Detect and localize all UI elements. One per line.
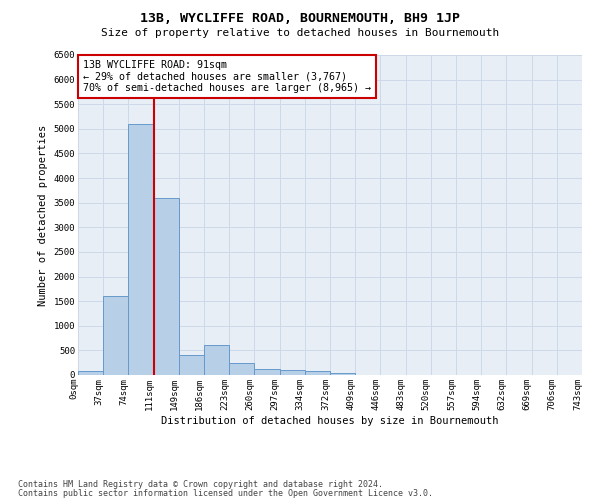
Bar: [254, 369, 280, 375]
Bar: [280, 370, 305, 375]
Bar: [154, 198, 179, 375]
Bar: [305, 372, 330, 375]
Bar: [179, 356, 204, 375]
Bar: [78, 372, 103, 375]
Text: 13B WYCLIFFE ROAD: 91sqm
← 29% of detached houses are smaller (3,767)
70% of sem: 13B WYCLIFFE ROAD: 91sqm ← 29% of detach…: [83, 60, 371, 93]
X-axis label: Distribution of detached houses by size in Bournemouth: Distribution of detached houses by size …: [161, 416, 499, 426]
Bar: [128, 124, 154, 375]
Text: Size of property relative to detached houses in Bournemouth: Size of property relative to detached ho…: [101, 28, 499, 38]
Bar: [229, 362, 254, 375]
Text: Contains HM Land Registry data © Crown copyright and database right 2024.: Contains HM Land Registry data © Crown c…: [18, 480, 383, 489]
Y-axis label: Number of detached properties: Number of detached properties: [38, 124, 48, 306]
Bar: [204, 346, 229, 375]
Bar: [103, 296, 128, 375]
Text: Contains public sector information licensed under the Open Government Licence v3: Contains public sector information licen…: [18, 488, 433, 498]
Bar: [330, 372, 355, 375]
Text: 13B, WYCLIFFE ROAD, BOURNEMOUTH, BH9 1JP: 13B, WYCLIFFE ROAD, BOURNEMOUTH, BH9 1JP: [140, 12, 460, 26]
